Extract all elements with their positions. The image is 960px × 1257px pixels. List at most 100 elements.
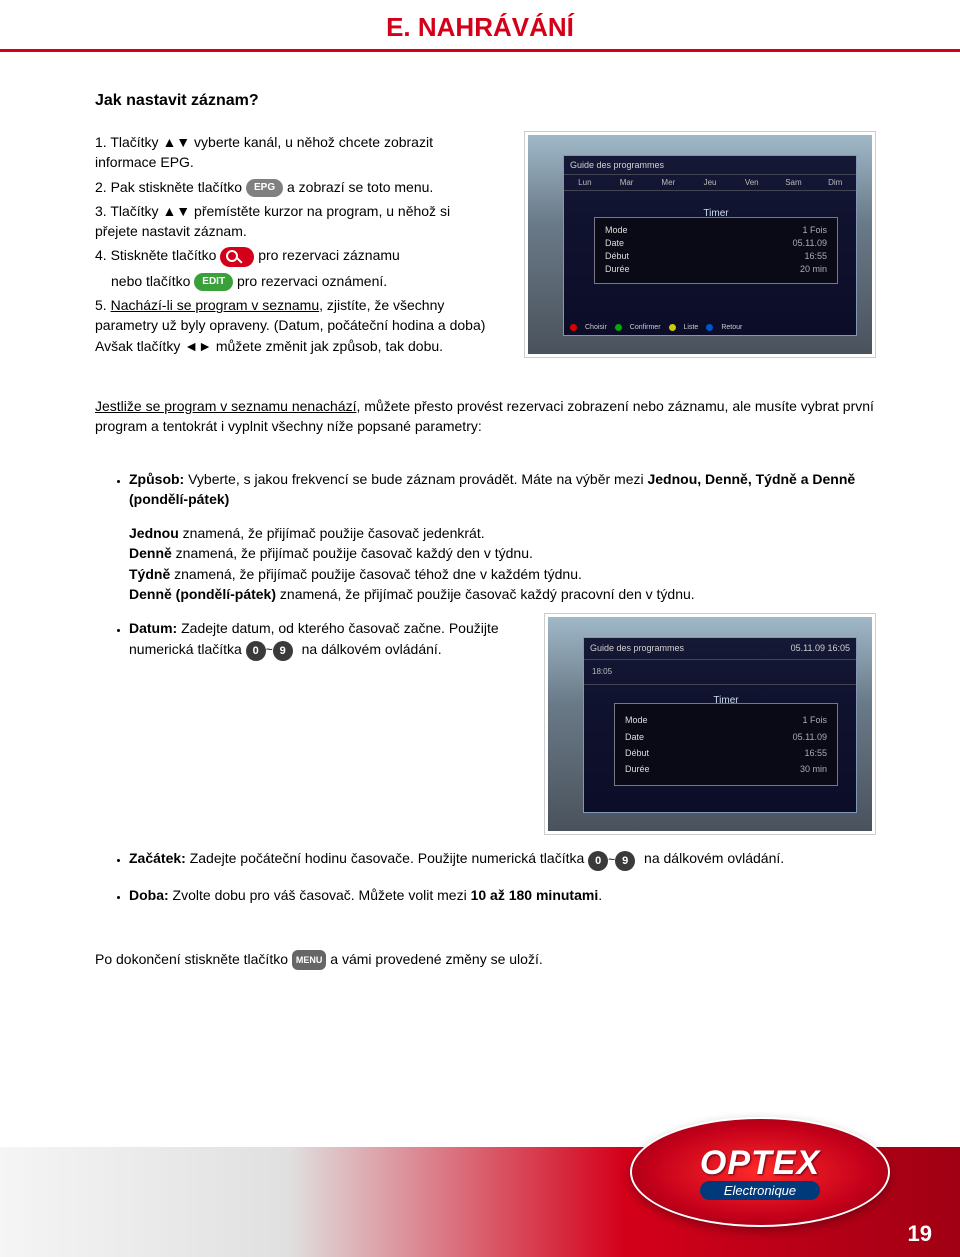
step-number: 1. xyxy=(95,134,107,150)
epg-button-icon: EPG xyxy=(246,179,283,197)
step-text: pro rezervaci záznamu xyxy=(258,247,400,263)
step-row: 5. Nachází-li se program v seznamu, zjis… xyxy=(95,295,495,356)
timer-panel: Timer Mode1 Fois Date05.11.09 Début16:55… xyxy=(594,217,838,284)
step-text: Tlačítky ▲▼ přemístěte kurzor na program… xyxy=(95,203,450,239)
epg-panel: Guide des programmes Lun Mar Mer Jeu Ven… xyxy=(563,155,857,336)
timer-panel: Timer Mode1 Fois Date05.11.09 Début16:55… xyxy=(614,703,838,786)
step-number: 2. xyxy=(95,179,107,195)
freq-bold: Denně xyxy=(129,545,172,561)
timer-val: 30 min xyxy=(800,763,827,776)
step-text: a zobrazí se toto menu. xyxy=(287,179,433,195)
intro-block: 1. Tlačítky ▲▼ vyberte kanál, u něhož ch… xyxy=(95,132,875,360)
timer-key: Mode xyxy=(625,714,648,727)
timer-key: Durée xyxy=(605,264,630,274)
timer-key: Début xyxy=(605,251,629,261)
step-text: nebo tlačítko xyxy=(111,273,194,289)
freq-text: znamená, že přijímač použije časovač téh… xyxy=(170,566,582,582)
step-number: 4. xyxy=(95,247,107,263)
list-item: Způsob: Vyberte, s jakou frekvencí se bu… xyxy=(129,469,875,605)
epg-subrow: 18:05 xyxy=(584,660,856,685)
timer-val: 20 min xyxy=(800,264,827,274)
param-text: Zvolte dobu pro váš časovač. Můžete voli… xyxy=(169,887,471,903)
step-lead-underline: Nachází-li se program v seznamu xyxy=(111,297,320,313)
epg-day: Sam xyxy=(773,175,815,190)
epg-footer-label: Choisir xyxy=(585,324,607,331)
step-row: 4. Stiskněte tlačítko pro rezervaci zázn… xyxy=(95,245,495,266)
key-9-icon: 9 xyxy=(615,851,635,871)
param-label: Začátek: xyxy=(129,850,186,866)
timer-row: Début 16:55 xyxy=(625,747,827,760)
freq-text: znamená, že přijímač použije časovač kaž… xyxy=(276,586,695,602)
freq-bold: Jednou xyxy=(129,525,179,541)
step-text: Stiskněte tlačítko xyxy=(111,247,221,263)
epg-day: Jeu xyxy=(689,175,731,190)
step-row: 1. Tlačítky ▲▼ vyberte kanál, u něhož ch… xyxy=(95,132,495,173)
epg-days-row: Lun Mar Mer Jeu Ven Sam Dim xyxy=(564,175,856,191)
param-label: Doba: xyxy=(129,887,169,903)
step-number: 5. xyxy=(95,297,107,313)
epg-day: Mer xyxy=(647,175,689,190)
timer-heading: Timer xyxy=(605,208,827,219)
timer-val: 05.11.09 xyxy=(793,238,827,248)
timer-row: Date05.11.09 xyxy=(605,238,827,248)
param-label: Datum: xyxy=(129,620,177,636)
timer-heading: Timer xyxy=(625,694,827,709)
timer-row: Début16:55 xyxy=(605,251,827,261)
closing-text: Po dokončení stiskněte tlačítko xyxy=(95,951,292,967)
epg-footer-label: Retour xyxy=(721,324,742,331)
timer-key: Début xyxy=(625,747,649,760)
epg-footer: Choisir Confirmer Liste Retour xyxy=(570,324,850,331)
closing-paragraph: Po dokončení stiskněte tlačítko MENU a v… xyxy=(95,949,875,970)
timer-val: 16:55 xyxy=(804,747,827,760)
timer-row: Date05.11.09 xyxy=(625,731,827,744)
para-lead-underline: Jestliže se program v seznamu nenachází xyxy=(95,398,356,414)
section-subheading: Jak nastavit záznam? xyxy=(95,92,875,110)
freq-text: znamená, že přijímač použije časovač kaž… xyxy=(172,545,533,561)
timer-row: Mode1 Fois xyxy=(625,714,827,727)
param-bold: 10 až 180 minutami xyxy=(471,887,599,903)
step-row: 3. Tlačítky ▲▼ přemístěte kurzor na prog… xyxy=(95,201,495,242)
page-content: Jak nastavit záznam? 1. Tlačítky ▲▼ vybe… xyxy=(0,52,960,970)
epg-day: Dim xyxy=(814,175,856,190)
tv-screenshot-2-wrap: Guide des programmes 05.11.09 16:05 18:0… xyxy=(545,614,875,834)
param-text: na dálkovém ovládání. xyxy=(640,850,784,866)
step-text: pro rezervaci oznámení. xyxy=(237,273,387,289)
epg-panel: Guide des programmes 05.11.09 16:05 18:0… xyxy=(583,637,857,813)
key-0-icon: 0 xyxy=(246,641,266,661)
list-item: Doba: Zvolte dobu pro váš časovač. Můžet… xyxy=(129,885,875,905)
freq-bold: Denně (pondělí-pátek) xyxy=(129,586,276,602)
timer-row: Durée 20 min xyxy=(605,264,827,274)
key-0-icon: 0 xyxy=(588,851,608,871)
freq-line: Týdně znamená, že přijímač použije časov… xyxy=(129,564,875,584)
epg-footer-label: Liste xyxy=(684,324,699,331)
freq-line: Jednou znamená, že přijímač použije časo… xyxy=(129,523,875,543)
freq-line: Denně znamená, že přijímač použije časov… xyxy=(129,543,875,563)
tv-screenshot-1: Guide des programmes Lun Mar Mer Jeu Ven… xyxy=(525,132,875,357)
numeric-keys-icon: 0~9 xyxy=(246,639,298,661)
blue-dot-icon xyxy=(706,324,713,331)
page-number: 19 xyxy=(908,1221,932,1247)
epg-title: Guide des programmes xyxy=(564,156,856,175)
steps-column: 1. Tlačítky ▲▼ vyberte kanál, u něhož ch… xyxy=(95,132,495,360)
timer-key: Durée xyxy=(625,763,650,776)
brand-logo-ellipse: OPTEX Electronique xyxy=(630,1117,890,1227)
search-button-icon xyxy=(220,247,254,267)
brand-logo-text: OPTEX xyxy=(700,1144,820,1183)
red-dot-icon xyxy=(570,324,577,331)
brand-logo: OPTEX Electronique xyxy=(630,1117,890,1227)
tv-screenshot-2: Guide des programmes 05.11.09 16:05 18:0… xyxy=(545,614,875,834)
brand-logo-subtext: Electronique xyxy=(700,1181,820,1200)
freq-text: znamená, že přijímač použije časovač jed… xyxy=(179,525,485,541)
green-dot-icon xyxy=(615,324,622,331)
middle-paragraph: Jestliže se program v seznamu nenachází,… xyxy=(95,396,875,437)
param-label: Způsob: xyxy=(129,471,184,487)
header-title: E. NAHRÁVÁNÍ xyxy=(0,12,960,43)
step-row: 2. Pak stiskněte tlačítko EPG a zobrazí … xyxy=(95,177,495,197)
closing-text: a vámi provedené změny se uloží. xyxy=(326,951,542,967)
numeric-keys-icon: 0~9 xyxy=(588,849,640,871)
step-text: Pak stiskněte tlačítko xyxy=(111,179,246,195)
page-header: E. NAHRÁVÁNÍ xyxy=(0,0,960,43)
epg-date: 05.11.09 16:05 xyxy=(791,642,850,655)
step-number: 3. xyxy=(95,203,107,219)
yellow-dot-icon xyxy=(669,324,676,331)
